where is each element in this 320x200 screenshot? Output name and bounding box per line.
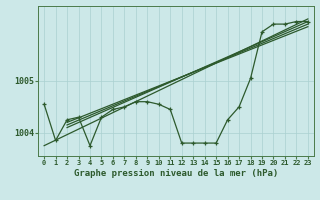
X-axis label: Graphe pression niveau de la mer (hPa): Graphe pression niveau de la mer (hPa) bbox=[74, 169, 278, 178]
